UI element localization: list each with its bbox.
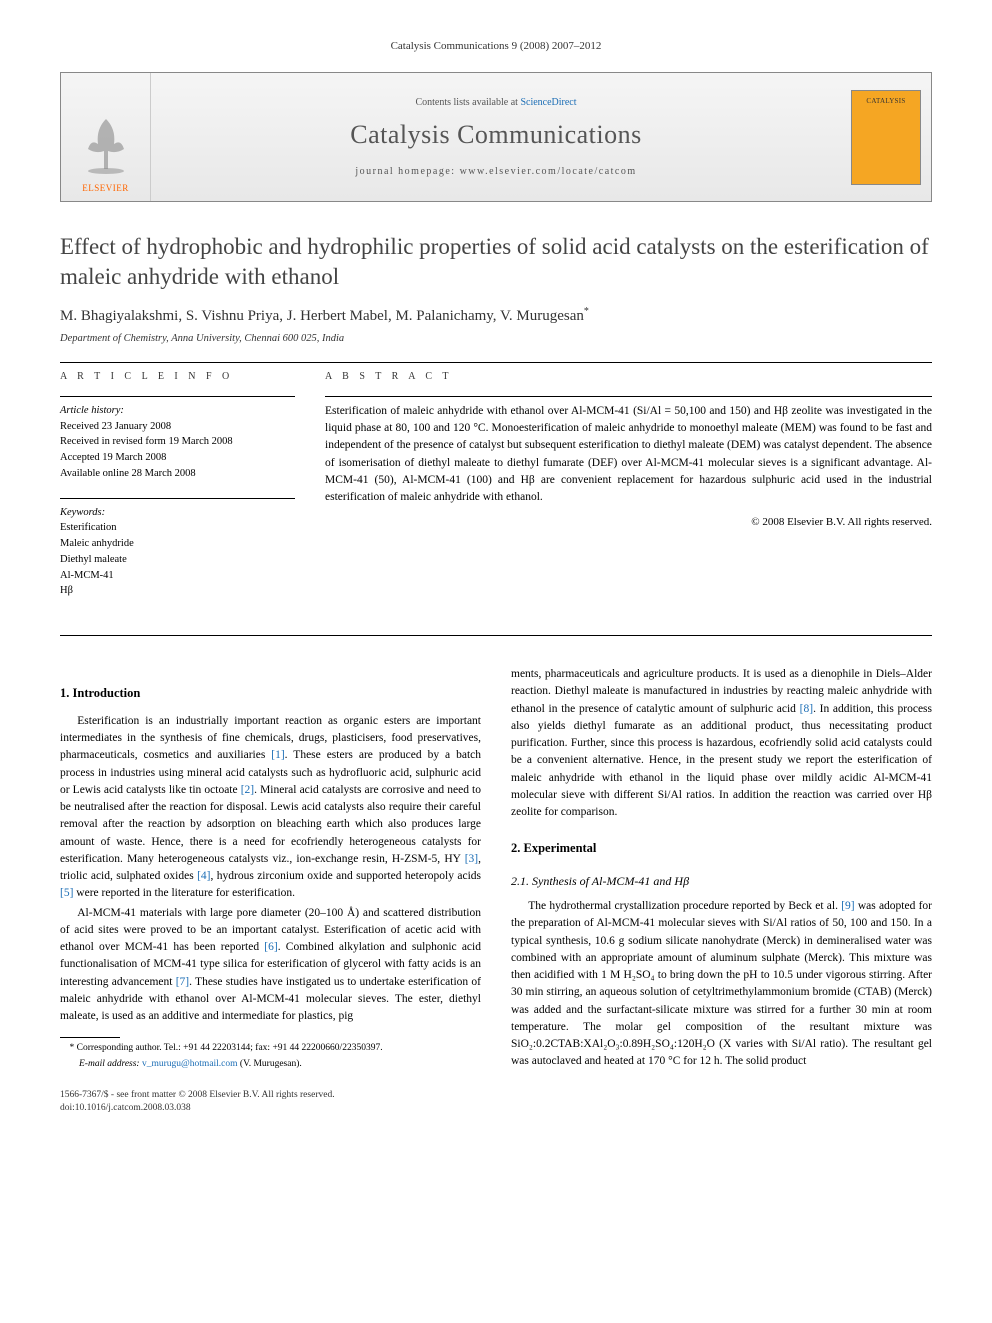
- body-text: . In addition, this process also yields …: [511, 703, 932, 819]
- publisher-logo-block: ELSEVIER: [61, 73, 151, 201]
- abstract-column: A B S T R A C T Esterification of maleic…: [325, 369, 932, 615]
- keyword: Maleic anhydride: [60, 536, 295, 552]
- info-rule: [60, 396, 295, 397]
- history-line: Accepted 19 March 2008: [60, 450, 295, 466]
- email-suffix: (V. Murugesan).: [238, 1059, 302, 1069]
- body-text: was adopted for the preparation of Al-MC…: [511, 900, 932, 1067]
- subsection-heading-synthesis: 2.1. Synthesis of Al-MCM-41 and Hβ: [511, 872, 932, 890]
- abstract-heading: A B S T R A C T: [325, 369, 932, 384]
- abstract-text: Esterification of maleic anhydride with …: [325, 403, 932, 507]
- keyword: Diethyl maleate: [60, 552, 295, 568]
- keyword: Al-MCM-41: [60, 568, 295, 584]
- email-label: E-mail address:: [79, 1059, 142, 1069]
- section-heading-introduction: 1. Introduction: [60, 684, 481, 703]
- keywords-block: Keywords: Esterification Maleic anhydrid…: [60, 505, 295, 600]
- corr-author-marker: *: [584, 306, 589, 317]
- history-line: Available online 28 March 2008: [60, 466, 295, 482]
- page-footer: 1566-7367/$ - see front matter © 2008 El…: [60, 1089, 932, 1116]
- cover-thumb-title: CATALYSIS: [866, 97, 905, 105]
- homepage-prefix: journal homepage:: [355, 166, 459, 177]
- journal-name: Catalysis Communications: [350, 120, 642, 150]
- journal-masthead: ELSEVIER Contents lists available at Sci…: [60, 72, 932, 202]
- affiliation: Department of Chemistry, Anna University…: [60, 333, 932, 344]
- sciencedirect-link[interactable]: ScienceDirect: [520, 97, 576, 108]
- history-line: Received 23 January 2008: [60, 419, 295, 435]
- citation-link[interactable]: [6]: [264, 941, 277, 953]
- article-title: Effect of hydrophobic and hydrophilic pr…: [60, 232, 932, 292]
- body-text: were reported in the literature for este…: [73, 887, 295, 899]
- article-history-block: Article history: Received 23 January 200…: [60, 403, 295, 482]
- body-paragraph: Al-MCM-41 materials with large pore diam…: [60, 905, 481, 1026]
- citation-link[interactable]: [2]: [241, 784, 254, 796]
- keyword: Esterification: [60, 520, 295, 536]
- journal-cover-thumb: CATALYSIS: [851, 90, 921, 185]
- front-matter-line: 1566-7367/$ - see front matter © 2008 El…: [60, 1089, 932, 1102]
- masthead-cover: CATALYSIS: [841, 73, 931, 201]
- info-rule: [60, 498, 295, 499]
- masthead-center: Contents lists available at ScienceDirec…: [151, 73, 841, 201]
- citation-link[interactable]: [9]: [841, 900, 854, 912]
- section-heading-experimental: 2. Experimental: [511, 839, 932, 858]
- doi-line: doi:10.1016/j.catcom.2008.03.038: [60, 1102, 932, 1115]
- footnote-separator: [60, 1037, 120, 1038]
- journal-homepage-line: journal homepage: www.elsevier.com/locat…: [355, 166, 636, 177]
- history-line: Received in revised form 19 March 2008: [60, 434, 295, 450]
- citation-link[interactable]: [8]: [800, 703, 813, 715]
- article-info-column: A R T I C L E I N F O Article history: R…: [60, 369, 295, 615]
- citation-link[interactable]: [1]: [271, 749, 284, 761]
- keyword: Hβ: [60, 583, 295, 599]
- footnote-block: * Corresponding author. Tel.: +91 44 222…: [60, 1037, 481, 1071]
- body-text: The hydrothermal crystallization procedu…: [528, 900, 841, 912]
- authors-text: M. Bhagiyalakshmi, S. Vishnu Priya, J. H…: [60, 308, 584, 324]
- keywords-label: Keywords:: [60, 505, 295, 521]
- running-header: Catalysis Communications 9 (2008) 2007–2…: [60, 40, 932, 52]
- abstract-rule: [325, 396, 932, 397]
- contents-prefix: Contents lists available at: [415, 97, 520, 108]
- body-paragraph: Esterification is an industrially import…: [60, 713, 481, 903]
- article-info-heading: A R T I C L E I N F O: [60, 369, 295, 384]
- history-label: Article history:: [60, 403, 295, 419]
- corresponding-author-footnote: * Corresponding author. Tel.: +91 44 222…: [60, 1042, 481, 1055]
- elsevier-tree-icon: [76, 109, 136, 179]
- elsevier-label: ELSEVIER: [82, 183, 129, 193]
- contents-list-line: Contents lists available at ScienceDirec…: [415, 97, 576, 108]
- citation-link[interactable]: [7]: [176, 976, 189, 988]
- citation-link[interactable]: [3]: [465, 853, 478, 865]
- citation-link[interactable]: [5]: [60, 887, 73, 899]
- abstract-copyright: © 2008 Elsevier B.V. All rights reserved…: [325, 514, 932, 531]
- author-list: M. Bhagiyalakshmi, S. Vishnu Priya, J. H…: [60, 306, 932, 325]
- email-link[interactable]: v_murugu@hotmail.com: [142, 1059, 238, 1069]
- divider-rule: [60, 362, 932, 363]
- homepage-url: www.elsevier.com/locate/catcom: [460, 166, 637, 177]
- divider-rule: [60, 635, 932, 636]
- article-body: 1. Introduction Esterification is an ind…: [60, 666, 932, 1073]
- body-paragraph: ments, pharmaceuticals and agriculture p…: [511, 666, 932, 821]
- citation-link[interactable]: [4]: [197, 870, 210, 882]
- email-footnote: E-mail address: v_murugu@hotmail.com (V.…: [60, 1058, 481, 1071]
- body-paragraph: The hydrothermal crystallization procedu…: [511, 898, 932, 1071]
- body-text: , hydrous zirconium oxide and supported …: [211, 870, 481, 882]
